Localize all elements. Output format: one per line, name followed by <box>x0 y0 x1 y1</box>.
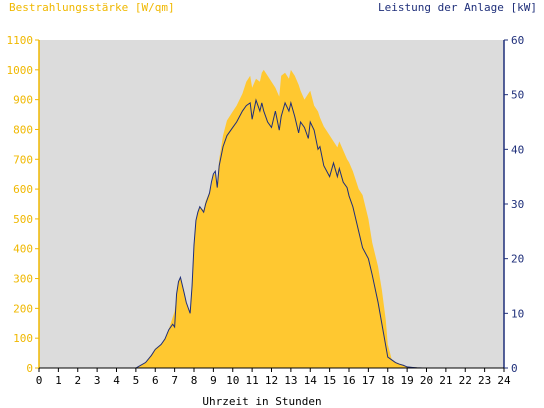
y-right-tick-label: 40 <box>511 143 524 156</box>
y-left-tick-label: 300 <box>13 273 33 286</box>
x-tick-label: 8 <box>191 374 198 387</box>
x-tick-label: 16 <box>342 374 355 387</box>
y-right-tick-label: 20 <box>511 253 524 266</box>
x-tick-label: 5 <box>133 374 140 387</box>
x-tick-label: 23 <box>478 374 491 387</box>
x-tick-label: 6 <box>152 374 159 387</box>
x-tick-label: 0 <box>36 374 43 387</box>
irradiance-area <box>39 69 504 368</box>
left-axis-title: Bestrahlungsstärke [W/qm] <box>9 1 175 14</box>
x-tick-label: 19 <box>401 374 414 387</box>
x-tick-label: 21 <box>439 374 452 387</box>
x-tick-label: 13 <box>284 374 297 387</box>
x-tick-label: 18 <box>381 374 394 387</box>
x-tick-label: 1 <box>55 374 62 387</box>
y-right-tick-label: 50 <box>511 89 524 102</box>
x-tick-label: 24 <box>497 374 511 387</box>
ticks-layer: 0100200300400500600700800900100011000102… <box>7 34 525 387</box>
x-tick-label: 20 <box>420 374 433 387</box>
x-tick-label: 15 <box>323 374 336 387</box>
y-left-tick-label: 800 <box>13 123 33 136</box>
right-axis-title: Leistung der Anlage [kW] <box>378 1 537 14</box>
x-tick-label: 9 <box>210 374 217 387</box>
x-axis-title: Uhrzeit in Stunden <box>202 395 321 408</box>
y-right-tick-label: 60 <box>511 34 524 47</box>
y-left-tick-label: 1000 <box>7 64 34 77</box>
x-tick-label: 2 <box>74 374 81 387</box>
y-left-tick-label: 400 <box>13 243 33 256</box>
y-left-tick-label: 100 <box>13 332 33 345</box>
y-left-tick-label: 0 <box>26 362 33 375</box>
x-tick-label: 22 <box>459 374 472 387</box>
x-tick-label: 7 <box>171 374 178 387</box>
y-left-tick-label: 700 <box>13 153 33 166</box>
x-tick-label: 12 <box>265 374 278 387</box>
x-tick-label: 17 <box>362 374 375 387</box>
y-right-tick-label: 0 <box>511 362 518 375</box>
x-tick-label: 14 <box>304 374 318 387</box>
x-tick-label: 10 <box>226 374 239 387</box>
y-left-tick-label: 1100 <box>7 34 34 47</box>
y-left-tick-label: 900 <box>13 94 33 107</box>
power-line <box>39 98 504 369</box>
y-right-tick-label: 10 <box>511 307 524 320</box>
y-left-tick-label: 600 <box>13 183 33 196</box>
x-tick-label: 3 <box>94 374 101 387</box>
y-right-tick-label: 30 <box>511 198 524 211</box>
power-line-layer <box>39 98 504 369</box>
x-tick-label: 11 <box>246 374 259 387</box>
x-tick-label: 4 <box>113 374 120 387</box>
y-left-tick-label: 200 <box>13 302 33 315</box>
irradiance-area-layer <box>39 69 504 368</box>
y-left-tick-label: 500 <box>13 213 33 226</box>
